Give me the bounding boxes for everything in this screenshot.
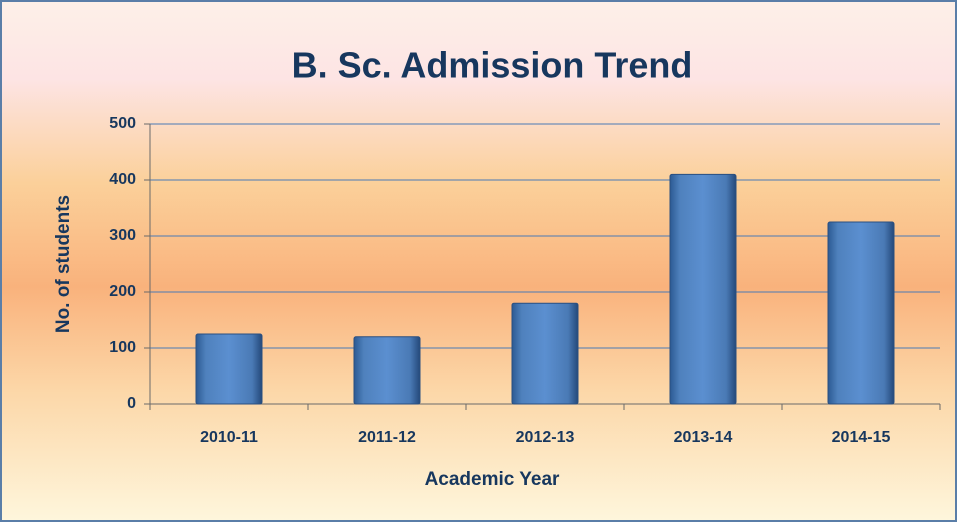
chart-title: B. Sc. Admission Trend (292, 45, 693, 86)
y-tick-label: 0 (127, 395, 136, 412)
x-tick-label: 2013-14 (674, 429, 733, 446)
y-tick-label: 300 (109, 227, 136, 244)
y-tick-label: 100 (109, 339, 136, 356)
x-tick-label: 2010-11 (200, 429, 258, 446)
x-axis-label: Academic Year (425, 469, 560, 490)
bar (669, 173, 737, 405)
x-tick-label: 2014-15 (832, 429, 891, 446)
bar (827, 221, 895, 405)
y-tick-label: 500 (109, 115, 136, 132)
x-tick-label: 2011-12 (358, 429, 416, 446)
x-tick-label: 2012-13 (516, 429, 575, 446)
y-tick-label: 400 (109, 171, 136, 188)
bar (195, 333, 263, 405)
bar (511, 302, 579, 405)
y-tick-label: 200 (109, 283, 136, 300)
bar (353, 336, 421, 405)
y-axis-label: No. of students (53, 195, 74, 333)
